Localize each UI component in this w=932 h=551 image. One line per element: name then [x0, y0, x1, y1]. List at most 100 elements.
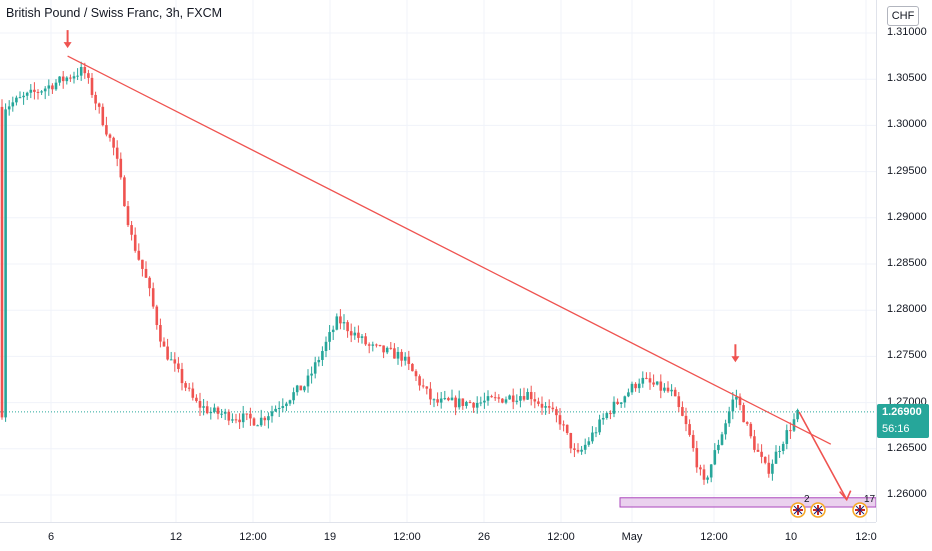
candle-body: [321, 351, 324, 360]
candle-body: [580, 449, 583, 452]
candle-body: [429, 388, 432, 400]
candle-body: [241, 413, 245, 423]
candle-body: [475, 402, 479, 408]
price-tick: 1.26000: [887, 488, 927, 500]
currency-button[interactable]: CHF: [887, 6, 919, 26]
candle-body: [15, 97, 18, 103]
candle-body: [522, 396, 526, 400]
candle-body: [425, 386, 429, 389]
event-flag-icon: [810, 502, 826, 518]
candle-body: [717, 444, 720, 451]
down-arrow-head: [731, 356, 740, 363]
candle-body: [695, 448, 699, 468]
candle-body: [619, 402, 623, 404]
candle-body: [583, 444, 587, 450]
candle-body: [173, 359, 177, 364]
price-scale[interactable]: 1.31000 1.30500 1.30000 1.29500 1.29000 1.285…: [876, 0, 932, 522]
candle-body: [594, 432, 598, 434]
candle-body: [544, 406, 547, 408]
candle-body: [511, 395, 515, 402]
candle-body: [259, 417, 263, 426]
candle-body: [645, 377, 648, 379]
candle-body: [195, 397, 198, 402]
candle-body: [108, 134, 112, 138]
candle-body: [245, 413, 249, 415]
candle-body: [551, 407, 555, 410]
candle-body: [562, 424, 565, 426]
candle-body: [101, 106, 105, 126]
candle-body: [461, 398, 465, 406]
candle-body: [396, 351, 400, 359]
candle-body: [673, 389, 677, 397]
candle-body: [702, 469, 706, 480]
candle-body: [558, 415, 562, 425]
candle-body: [277, 407, 281, 409]
projection-arrowhead: [839, 490, 852, 502]
projection-line: [798, 411, 848, 501]
candle-body: [7, 106, 11, 110]
candle-body: [576, 449, 580, 452]
candle-body: [144, 268, 148, 278]
flag-diag-2: [855, 505, 865, 515]
candle-body: [216, 407, 220, 414]
candle-body: [738, 396, 742, 406]
candle-body: [112, 137, 115, 148]
candle-body: [400, 351, 403, 361]
candle-body: [25, 92, 29, 96]
candle-body: [421, 385, 425, 387]
candle-body: [375, 344, 378, 346]
candle-body: [745, 422, 749, 424]
candle-body: [637, 383, 641, 389]
candle-body: [324, 341, 328, 352]
candle-body: [655, 381, 659, 385]
time-scale[interactable]: 6 12 12:00 19 12:00 26 12:00 May 12:00 10 12:0: [0, 522, 877, 551]
candle-body: [767, 462, 771, 474]
candle-body: [623, 396, 627, 403]
candle-body: [310, 373, 313, 376]
candle-body: [83, 67, 87, 74]
price-tick: 1.28000: [887, 303, 927, 316]
event-flag-icon: [852, 502, 868, 518]
candle-body: [58, 76, 61, 83]
candle-body: [292, 392, 295, 401]
candle-body: [317, 359, 321, 363]
candle-body: [454, 397, 457, 408]
candle-body: [54, 82, 58, 90]
candle-body: [504, 399, 508, 403]
flag-diag-2: [813, 505, 823, 515]
candle-body: [601, 417, 605, 420]
candle-body: [115, 147, 119, 159]
candle-body: [331, 329, 335, 333]
candle-body: [18, 97, 22, 99]
candle-body: [652, 382, 655, 385]
price-tick: 1.30500: [887, 72, 927, 85]
candle-body: [605, 413, 609, 418]
candle-body: [187, 387, 191, 389]
candle-body: [94, 94, 97, 104]
candle-body: [295, 385, 299, 393]
candle-body: [249, 413, 252, 419]
candle-body: [472, 402, 475, 408]
candle-body: [720, 434, 724, 445]
candle-body: [357, 332, 360, 338]
candle-body: [540, 403, 544, 408]
candle-body: [781, 443, 785, 451]
candle-body: [159, 325, 162, 342]
event-count: 17: [864, 494, 876, 505]
candle-body: [565, 424, 569, 434]
candle-body: [742, 405, 745, 423]
candle-body: [51, 85, 54, 90]
candle-body: [342, 322, 346, 324]
candle-body: [90, 77, 94, 95]
candle-body: [270, 411, 274, 417]
candle-body: [306, 375, 310, 387]
candle-body: [234, 419, 238, 421]
candle-body: [166, 346, 169, 360]
last-price-value: 1.26900: [882, 405, 922, 418]
candle-body: [274, 408, 277, 412]
chart-annotations: 2 17: [63, 30, 876, 518]
candle-body: [76, 75, 79, 77]
chart-grid: [0, 0, 876, 522]
chart-plot-area[interactable]: 2 17: [0, 0, 876, 522]
time-tick: May: [621, 531, 643, 543]
